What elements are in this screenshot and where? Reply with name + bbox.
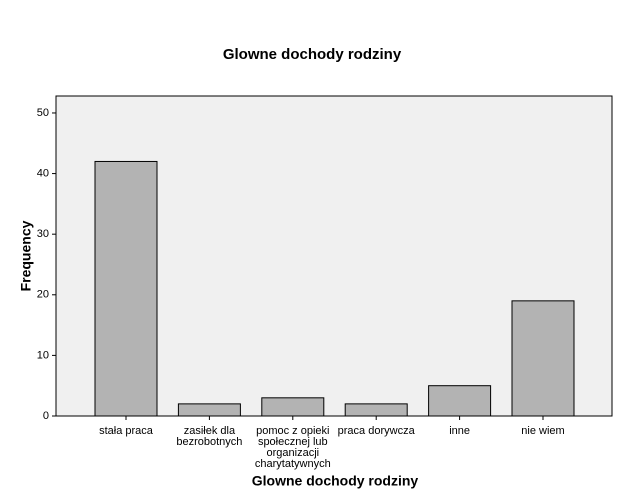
y-tick-label: 0 [43,410,49,422]
bar [344,403,408,417]
x-axis-label: Glowne dochody rodziny [252,473,419,489]
x-tick-label: pomoc z opieki społecznej lub organizacj… [254,425,331,470]
y-tick-label: 20 [37,289,49,301]
y-tick-label: 30 [37,228,49,240]
x-tick-label: inne [449,425,470,437]
x-tick-label: zasiłek dla bezrobotnych [176,425,243,448]
y-axis-label: Frequency [18,220,34,291]
bar [511,300,575,417]
y-tick-label: 10 [37,349,49,361]
x-tick-label: stała praca [99,425,153,437]
bar [177,403,241,417]
bar [428,385,492,417]
y-tick-label: 50 [37,107,49,119]
y-tick-label: 40 [37,167,49,179]
bar [261,397,325,417]
x-tick-label: praca dorywcza [337,425,415,437]
x-tick-label: nie wiem [521,425,565,437]
chart-title: Glowne dochody rodziny [223,46,402,63]
bar [94,160,158,417]
